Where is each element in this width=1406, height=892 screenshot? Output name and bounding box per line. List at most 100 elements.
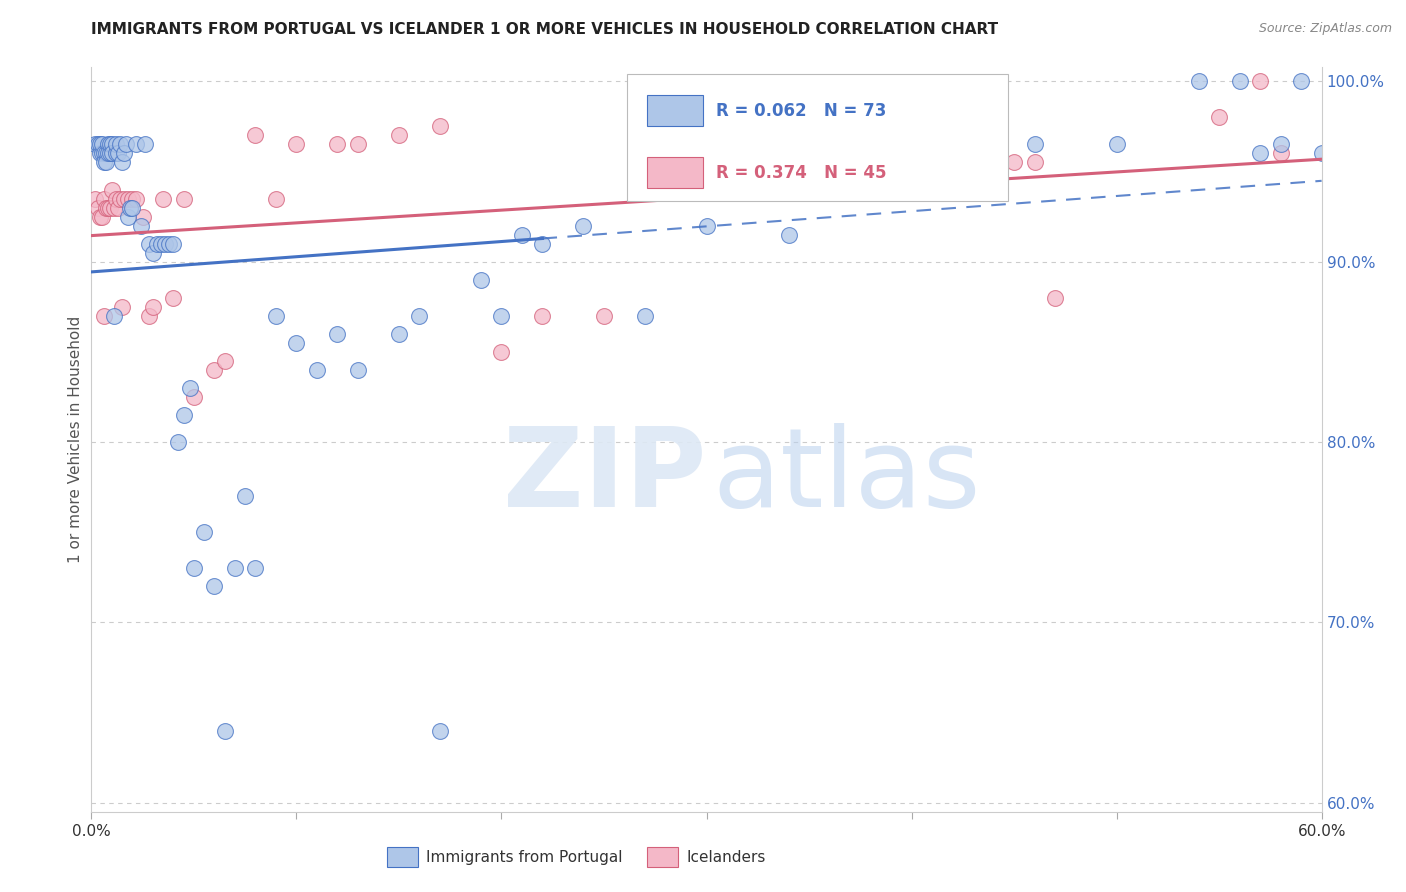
Point <box>183 561 205 575</box>
Point <box>245 561 267 575</box>
FancyBboxPatch shape <box>647 95 703 127</box>
Point <box>134 137 156 152</box>
Point <box>97 146 120 161</box>
Point <box>285 335 308 350</box>
Point <box>264 192 287 206</box>
Point <box>93 309 115 323</box>
Text: R = 0.062   N = 73: R = 0.062 N = 73 <box>716 102 887 120</box>
Point <box>162 236 184 251</box>
Point <box>138 309 160 323</box>
Point <box>1105 137 1128 152</box>
Point <box>285 137 308 152</box>
Point <box>264 309 287 323</box>
Point <box>173 192 195 206</box>
Point <box>214 723 236 738</box>
FancyBboxPatch shape <box>647 157 703 188</box>
Point <box>103 201 125 215</box>
Point <box>98 201 121 215</box>
Point <box>121 201 143 215</box>
Point <box>86 137 108 152</box>
Point <box>94 155 117 169</box>
Point <box>142 245 165 260</box>
Point <box>1208 111 1230 125</box>
Point <box>112 146 135 161</box>
Point <box>86 201 108 215</box>
Point <box>89 146 111 161</box>
Point <box>121 192 143 206</box>
Point <box>1002 155 1025 169</box>
Point <box>138 236 160 251</box>
FancyBboxPatch shape <box>647 847 678 867</box>
Point <box>107 201 129 215</box>
Point <box>470 273 492 287</box>
Point <box>166 435 188 450</box>
Point <box>120 201 142 215</box>
Y-axis label: 1 or more Vehicles in Household: 1 or more Vehicles in Household <box>67 316 83 563</box>
Point <box>157 236 180 251</box>
Point <box>153 236 177 251</box>
Point <box>1043 291 1066 305</box>
Point <box>1289 74 1312 88</box>
Point <box>90 146 112 161</box>
Point <box>111 155 134 169</box>
Point <box>1249 74 1271 88</box>
Point <box>125 137 148 152</box>
Point <box>326 137 349 152</box>
Point <box>1024 137 1046 152</box>
Point <box>107 146 129 161</box>
Point <box>90 137 112 152</box>
Point <box>1270 137 1292 152</box>
Point <box>94 146 117 161</box>
Point <box>531 309 554 323</box>
Text: IMMIGRANTS FROM PORTUGAL VS ICELANDER 1 OR MORE VEHICLES IN HOUSEHOLD CORRELATIO: IMMIGRANTS FROM PORTUGAL VS ICELANDER 1 … <box>91 22 998 37</box>
Point <box>183 390 205 404</box>
Point <box>117 192 139 206</box>
Point <box>347 363 370 377</box>
Text: R = 0.374   N = 45: R = 0.374 N = 45 <box>716 163 887 182</box>
Point <box>142 300 165 314</box>
Point <box>105 137 127 152</box>
Point <box>214 354 236 368</box>
Text: Immigrants from Portugal: Immigrants from Portugal <box>426 850 623 864</box>
Point <box>388 128 411 143</box>
Text: atlas: atlas <box>713 423 981 530</box>
Point <box>859 137 882 152</box>
Point <box>942 164 965 178</box>
Point <box>326 326 349 341</box>
Point <box>1024 155 1046 169</box>
Point <box>634 309 657 323</box>
Text: Source: ZipAtlas.com: Source: ZipAtlas.com <box>1258 22 1392 36</box>
FancyBboxPatch shape <box>627 74 1008 201</box>
Point <box>1249 146 1271 161</box>
Point <box>129 219 152 233</box>
Point <box>98 137 121 152</box>
Point <box>429 723 451 738</box>
Point <box>152 192 174 206</box>
Point <box>193 525 215 540</box>
Point <box>108 192 131 206</box>
Point <box>93 146 115 161</box>
Point <box>98 146 121 161</box>
Point <box>94 201 117 215</box>
Point <box>491 344 513 359</box>
Point <box>778 227 800 242</box>
Point <box>117 210 139 224</box>
Point <box>224 561 246 575</box>
Point <box>1310 146 1333 161</box>
Point <box>93 192 115 206</box>
Point <box>572 219 595 233</box>
Point <box>202 363 225 377</box>
Point <box>101 182 124 196</box>
Point <box>593 309 616 323</box>
Point <box>105 146 127 161</box>
Point <box>90 210 112 224</box>
Point <box>173 408 195 422</box>
Point <box>93 155 115 169</box>
Point <box>1270 146 1292 161</box>
Point <box>101 137 124 152</box>
Point <box>125 192 148 206</box>
Point <box>84 192 107 206</box>
Point <box>347 137 370 152</box>
Point <box>146 236 169 251</box>
Point <box>162 291 184 305</box>
